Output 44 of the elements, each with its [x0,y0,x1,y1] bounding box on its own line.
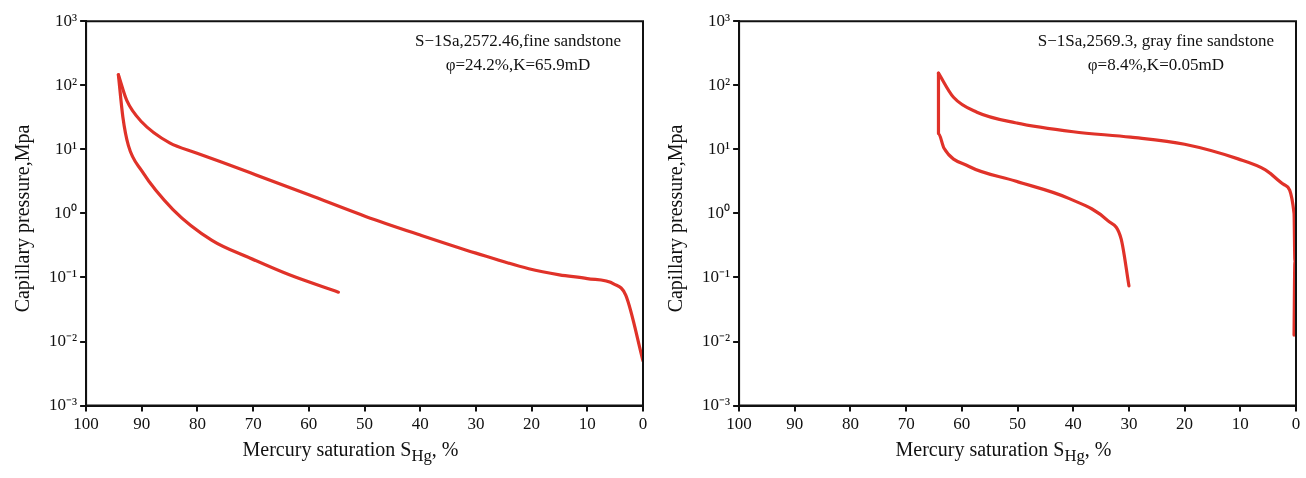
x-tick-label: 70 [244,414,262,434]
y-tick-label: 10⁻³ [701,395,731,415]
x-tick-label: 100 [73,414,99,434]
x-tick-label: 20 [523,414,541,434]
annotation: φ=8.4%,K=0.05mD [1087,55,1224,75]
x-tick-label: 100 [726,414,752,434]
y-tick-label: 10¹ [54,138,78,158]
x-tick-label: 50 [356,414,374,434]
y-tick-label: 10⁻¹ [48,266,78,286]
y-tick-label: 10⁰ [54,202,78,222]
y-tick-label: 10⁰ [707,202,731,222]
x-tick-label: 20 [1176,414,1194,434]
y-tick-label: 10⁻² [701,331,731,350]
x-tick-label: 90 [133,414,151,434]
x-tick-label: 80 [841,414,859,434]
x-tick-label: 50 [1009,414,1027,434]
x-tick-label: 10 [578,414,596,434]
x-tick-label: 0 [1291,414,1301,434]
annotation: φ=24.2%,K=65.9mD [445,55,591,75]
annotation: S−1Sa,2569.3, gray fine sandstone [1037,31,1275,51]
y-tick-label: 10⁻² [48,331,78,350]
y-tick-label: 10⁻¹ [701,266,731,286]
x-tick-label: 40 [411,414,429,434]
y-tick-label: 10¹ [707,138,731,158]
x-tick-label: 80 [188,414,206,434]
x-tick-label: 40 [1064,414,1082,434]
x-tick-label: 70 [897,414,915,434]
x-tick-label: 30 [1120,414,1138,434]
annotation: S−1Sa,2572.46,fine sandstone [414,31,622,51]
x-axis-title: Mercury saturation S$_{Hg}$, % [241,438,460,466]
x-axis-title: Mercury saturation S$_{Hg}$, % [894,438,1113,466]
x-tick-label: 0 [638,414,648,434]
y-tick-label: 10² [54,74,78,94]
y-axis-title: Capillary pressure,Mpa [664,124,688,312]
y-tick-label: 10⁻³ [48,395,78,415]
x-tick-label: 60 [953,414,971,434]
x-tick-label: 90 [786,414,804,434]
y-tick-label: 10² [707,74,731,94]
y-tick-label: 10³ [54,10,78,30]
y-tick-label: 10³ [707,10,731,30]
x-tick-label: 10 [1231,414,1249,434]
x-tick-label: 60 [300,414,318,434]
x-tick-label: 30 [467,414,485,434]
y-axis-title: Capillary pressure,Mpa [11,124,35,312]
